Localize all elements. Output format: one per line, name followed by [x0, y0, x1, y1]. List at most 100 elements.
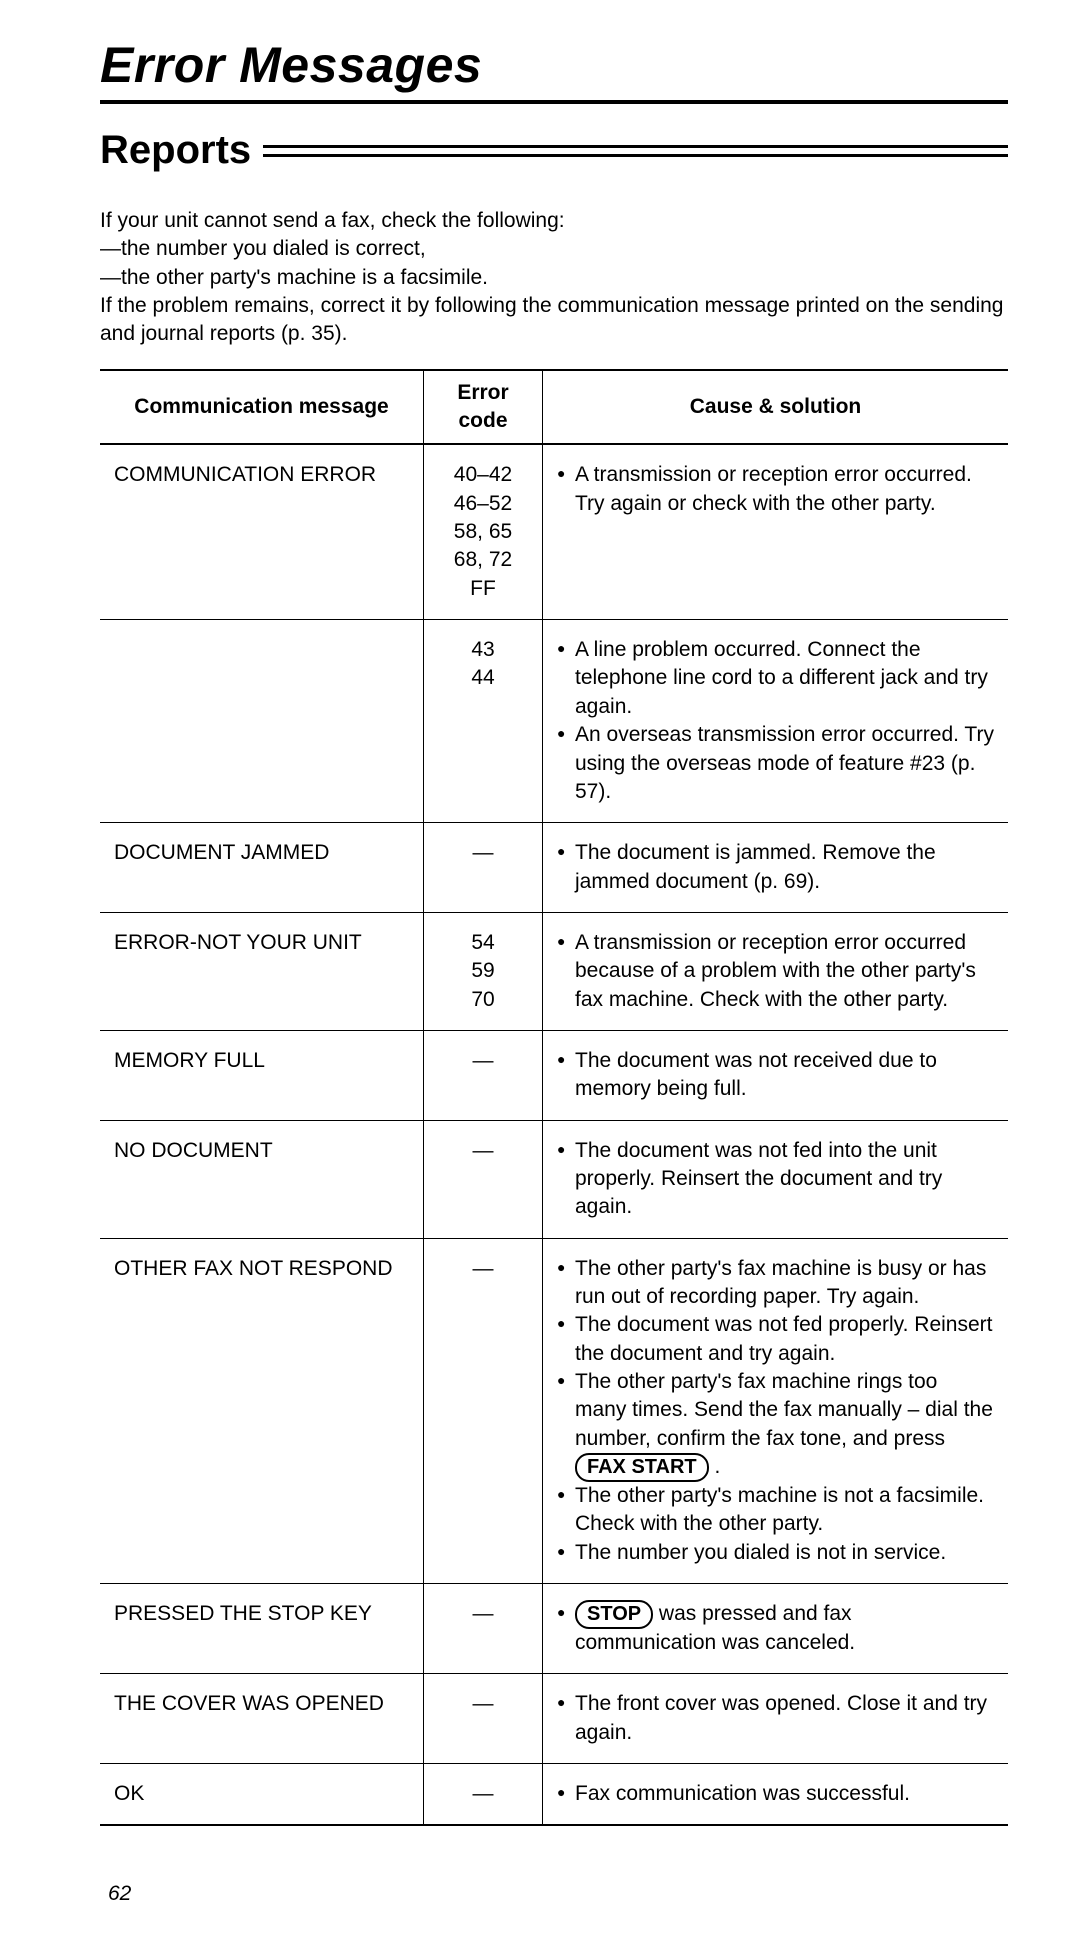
col-header-message: Communication message — [100, 370, 424, 445]
solution-list: STOP was pressed and fax communication w… — [557, 1600, 994, 1657]
message-cell: COMMUNICATION ERROR — [100, 444, 424, 619]
table-row: DOCUMENT JAMMED — The document is jammed. … — [100, 823, 1008, 913]
page-number: 62 — [108, 1882, 1008, 1906]
solution-list: A transmission or reception error occurr… — [557, 929, 994, 1014]
keycap: FAX START — [575, 1453, 709, 1482]
code-value: 70 — [438, 986, 528, 1014]
col-header-solution: Cause & solution — [543, 370, 1009, 445]
page-container: Error Messages Reports If your unit cann… — [0, 0, 1080, 1946]
code-cell: 4344 — [424, 620, 543, 823]
table-row: MEMORY FULL — The document was not receive… — [100, 1030, 1008, 1120]
code-value: 68, 72 — [438, 546, 528, 574]
solution-item: The document was not fed into the unit p… — [557, 1137, 994, 1222]
table-row: NO DOCUMENT — The document was not fed int… — [100, 1120, 1008, 1238]
message-cell: ERROR-NOT YOUR UNIT — [100, 912, 424, 1030]
code-value: 59 — [438, 957, 528, 985]
message-cell — [100, 620, 424, 823]
keycap: STOP — [575, 1600, 653, 1629]
table-header-row: Communication message Error code Cause &… — [100, 370, 1008, 445]
message-cell: DOCUMENT JAMMED — [100, 823, 424, 913]
message-cell: THE COVER WAS OPENED — [100, 1674, 424, 1764]
solution-item: An overseas transmission error occurred.… — [557, 721, 994, 806]
intro-line: —the other party's machine is a facsimil… — [100, 264, 1008, 292]
code-value: — — [438, 1600, 528, 1628]
section-header: Reports — [100, 128, 1008, 173]
solution-cell: The front cover was opened. Close it and… — [543, 1674, 1009, 1764]
section-title-rule — [263, 145, 1008, 157]
code-value: — — [438, 1255, 528, 1283]
solution-cell: Fax communication was successful. — [543, 1764, 1009, 1826]
solution-item: The document was not fed properly. Reins… — [557, 1311, 994, 1368]
code-value: — — [438, 1137, 528, 1165]
code-value: 40–42 — [438, 461, 528, 489]
code-value: 58, 65 — [438, 518, 528, 546]
code-cell: — — [424, 1030, 543, 1120]
solution-item: A line problem occurred. Connect the tel… — [557, 636, 994, 721]
code-cell: — — [424, 823, 543, 913]
code-cell: — — [424, 1764, 543, 1826]
solution-item: STOP was pressed and fax communication w… — [557, 1600, 994, 1657]
intro-line: If the problem remains, correct it by fo… — [100, 292, 1008, 349]
code-cell: 40–4246–5258, 6568, 72FF — [424, 444, 543, 619]
section-title: Reports — [100, 128, 251, 173]
title-rule — [100, 100, 1008, 104]
solution-item: The front cover was opened. Close it and… — [557, 1690, 994, 1747]
message-cell: OK — [100, 1764, 424, 1826]
code-value: — — [438, 1047, 528, 1075]
message-cell: MEMORY FULL — [100, 1030, 424, 1120]
table-row: PRESSED THE STOP KEY — STOP was pressed an… — [100, 1584, 1008, 1674]
solution-cell: A transmission or reception error occurr… — [543, 912, 1009, 1030]
table-row: THE COVER WAS OPENED — The front cover was… — [100, 1674, 1008, 1764]
error-table: Communication message Error code Cause &… — [100, 369, 1008, 1827]
solution-item: The document is jammed. Remove the jamme… — [557, 839, 994, 896]
code-value: — — [438, 1780, 528, 1808]
code-cell: — — [424, 1238, 543, 1583]
code-cell: — — [424, 1120, 543, 1238]
solution-item: The other party's fax machine is busy or… — [557, 1255, 994, 1312]
code-cell: — — [424, 1674, 543, 1764]
table-row: COMMUNICATION ERROR40–4246–5258, 6568, 7… — [100, 444, 1008, 619]
solution-cell: The other party's fax machine is busy or… — [543, 1238, 1009, 1583]
solution-list: The document was not received due to mem… — [557, 1047, 994, 1104]
solution-list: The document is jammed. Remove the jamme… — [557, 839, 994, 896]
intro-line: —the number you dialed is correct, — [100, 235, 1008, 263]
solution-cell: STOP was pressed and fax communication w… — [543, 1584, 1009, 1674]
solution-cell: The document was not received due to mem… — [543, 1030, 1009, 1120]
code-value: — — [438, 839, 528, 867]
col-header-code: Error code — [424, 370, 543, 445]
solution-cell: A line problem occurred. Connect the tel… — [543, 620, 1009, 823]
code-value: 43 — [438, 636, 528, 664]
solution-item: The document was not received due to mem… — [557, 1047, 994, 1104]
table-row: OTHER FAX NOT RESPOND — The other party's … — [100, 1238, 1008, 1583]
col-header-code-text: Error code — [457, 381, 508, 432]
solution-item: A transmission or reception error occurr… — [557, 929, 994, 1014]
solution-list: Fax communication was successful. — [557, 1780, 994, 1808]
code-cell: — — [424, 1584, 543, 1674]
table-row: 4344A line problem occurred. Connect the… — [100, 620, 1008, 823]
solution-item: Fax communication was successful. — [557, 1780, 994, 1808]
intro-line: If your unit cannot send a fax, check th… — [100, 207, 1008, 235]
solution-list: The front cover was opened. Close it and… — [557, 1690, 994, 1747]
code-value: 44 — [438, 664, 528, 692]
solution-item: The number you dialed is not in service. — [557, 1539, 994, 1567]
solution-item: A transmission or reception error occurr… — [557, 461, 994, 518]
table-row: ERROR-NOT YOUR UNIT545970A transmission … — [100, 912, 1008, 1030]
message-cell: OTHER FAX NOT RESPOND — [100, 1238, 424, 1583]
solution-cell: The document is jammed. Remove the jamme… — [543, 823, 1009, 913]
table-row: OK — Fax communication was successful. — [100, 1764, 1008, 1826]
message-cell: PRESSED THE STOP KEY — [100, 1584, 424, 1674]
code-cell: 545970 — [424, 912, 543, 1030]
code-value: 54 — [438, 929, 528, 957]
page-title: Error Messages — [100, 36, 1008, 94]
code-value: 46–52 — [438, 490, 528, 518]
solution-cell: A transmission or reception error occurr… — [543, 444, 1009, 619]
message-cell: NO DOCUMENT — [100, 1120, 424, 1238]
solution-list: A line problem occurred. Connect the tel… — [557, 636, 994, 806]
intro-text: If your unit cannot send a fax, check th… — [100, 207, 1008, 349]
code-value: — — [438, 1690, 528, 1718]
solution-cell: The document was not fed into the unit p… — [543, 1120, 1009, 1238]
solution-list: A transmission or reception error occurr… — [557, 461, 994, 518]
solution-item: The other party's machine is not a facsi… — [557, 1482, 994, 1539]
solution-list: The document was not fed into the unit p… — [557, 1137, 994, 1222]
solution-item: The other party's fax machine rings too … — [557, 1368, 994, 1482]
